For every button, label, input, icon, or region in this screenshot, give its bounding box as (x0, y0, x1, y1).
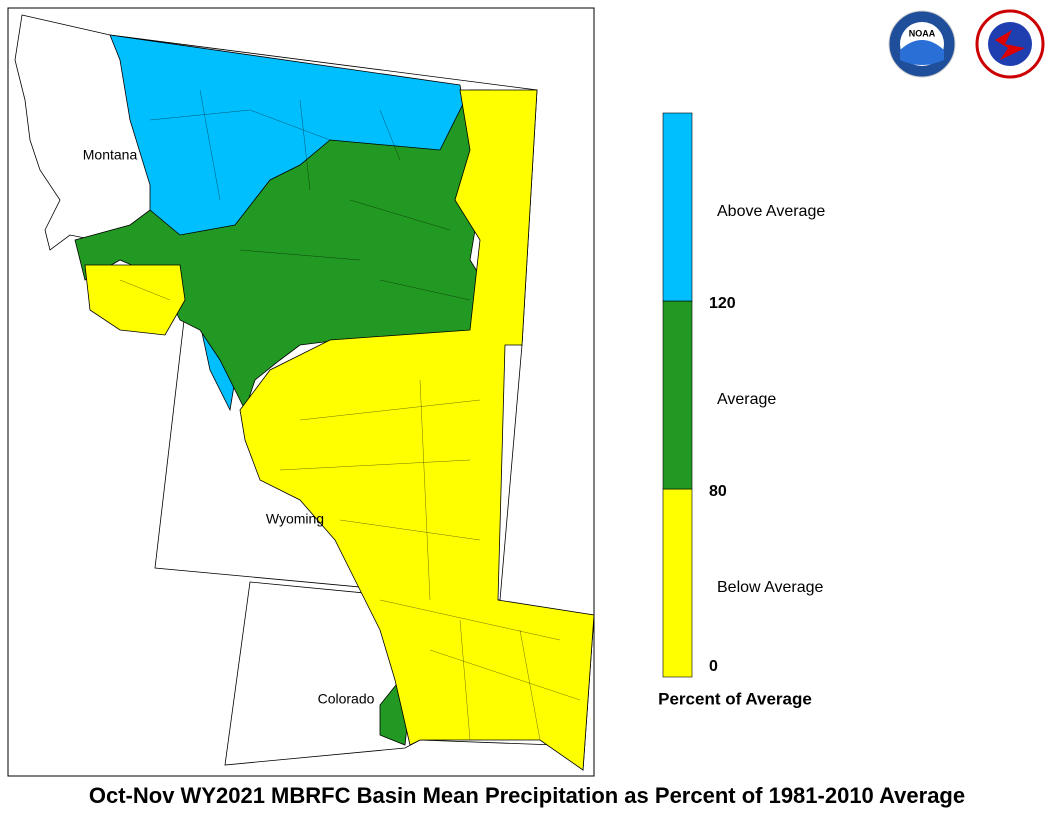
legend-label: Below Average (717, 579, 824, 596)
legend: Percent of Average Below Average Average A… (658, 112, 825, 708)
nws-logo-bolt (995, 30, 1025, 60)
legend-tick-label: 120 (709, 295, 736, 312)
noaa-logo-text: NOAA (909, 28, 936, 38)
page-title: Oct-Nov WY2021 MBRFC Basin Mean Precipit… (89, 783, 965, 808)
legend-swatch (662, 488, 693, 678)
basin-boundaries (119, 89, 581, 741)
state-label: Wyoming (266, 511, 324, 527)
legend-tick-label: 80 (709, 483, 727, 500)
below-average-area (239, 89, 595, 771)
state-label: Colorado (318, 691, 375, 707)
map: Montana Wyoming Colorado (7, 7, 595, 777)
logos: NOAA (888, 9, 1045, 79)
legend-label: Above Average (717, 203, 825, 220)
nws-logo-inner (988, 22, 1032, 66)
legend-tick-label: 0 (709, 658, 718, 675)
legend-title: Percent of Average (658, 689, 812, 708)
below-average-area (84, 264, 186, 336)
legend-swatch (662, 300, 693, 490)
legend-swatch (662, 112, 693, 302)
legend-label: Average (717, 391, 776, 408)
noaa-logo-wave (900, 40, 944, 65)
state-label: Montana (83, 147, 138, 163)
